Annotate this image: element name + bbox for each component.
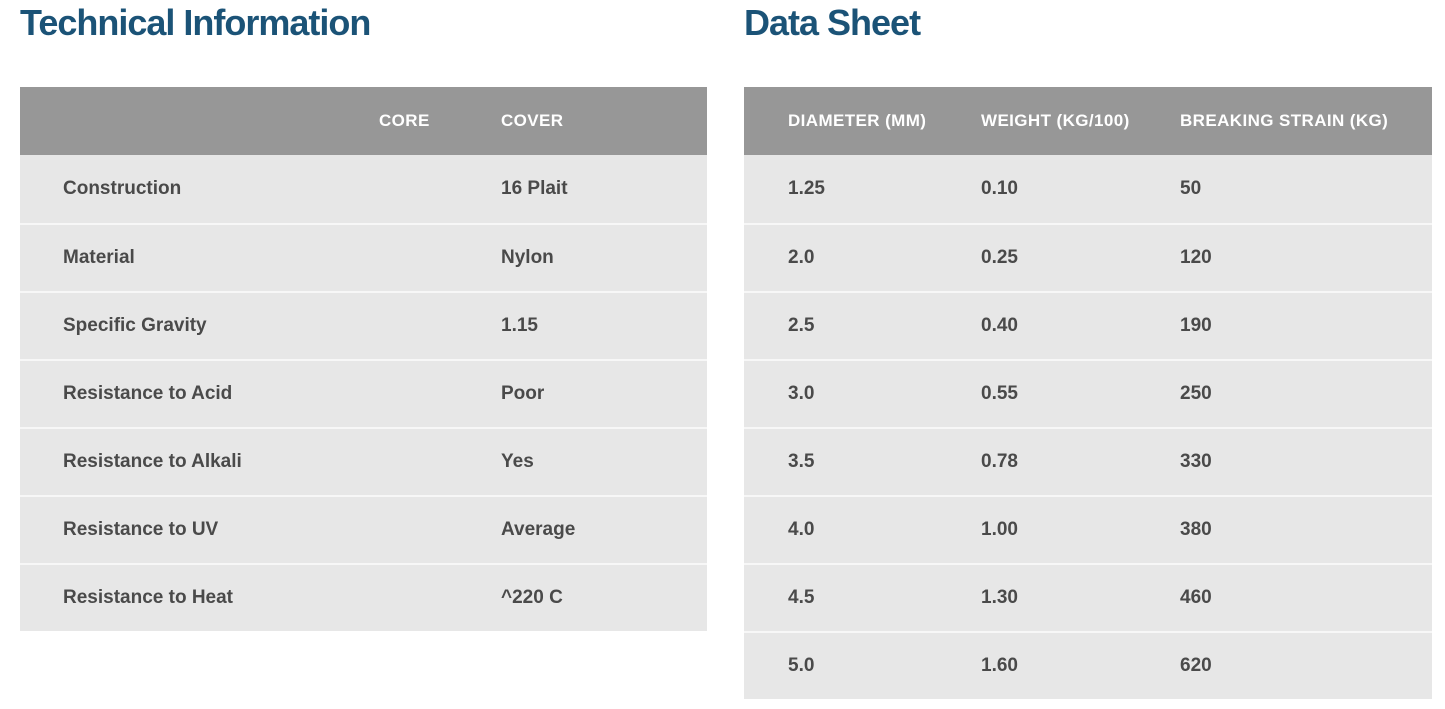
property-cell: Resistance to UV	[63, 519, 219, 540]
table-row: Resistance to Alkali Yes	[20, 427, 707, 495]
table-row: Resistance to UV Average	[20, 495, 707, 563]
table-body: 1.25 0.10 50 2.0 0.25 120 2.5 0.40 190 3.0 0.55 250…	[744, 155, 1432, 699]
column-header-breaking-strain: BREAKING STRAIN (KG)	[1180, 111, 1389, 130]
diameter-cell: 5.0	[788, 655, 815, 676]
weight-cell: 1.30	[981, 587, 1018, 608]
breaking-strain-cell: 190	[1180, 315, 1212, 336]
data-sheet-table: DIAMETER (MM) WEIGHT (KG/100) BREAKING S…	[744, 87, 1432, 699]
column-header-core: CORE	[379, 111, 430, 130]
table-body: Construction 16 Plait Material Nylon Specifi…	[20, 155, 707, 631]
column-header-cover: COVER	[501, 111, 564, 130]
table-row: 3.0 0.55 250	[744, 359, 1432, 427]
table-row: Material Nylon	[20, 223, 707, 291]
table-row: 2.0 0.25 120	[744, 223, 1432, 291]
technical-information-title: Technical Information	[20, 2, 371, 43]
diameter-cell: 1.25	[788, 178, 825, 199]
cover-cell: Average	[501, 519, 576, 540]
weight-cell: 0.40	[981, 315, 1018, 336]
table-row: 5.0 1.60 620	[744, 631, 1432, 699]
breaking-strain-cell: 50	[1180, 178, 1202, 199]
diameter-cell: 4.0	[788, 519, 815, 540]
property-cell: Material	[63, 247, 135, 268]
breaking-strain-cell: 120	[1180, 247, 1212, 268]
data-sheet-title: Data Sheet	[744, 2, 921, 43]
diameter-cell: 2.0	[788, 247, 815, 268]
cover-cell: Yes	[501, 451, 534, 472]
diameter-cell: 2.5	[788, 315, 815, 336]
breaking-strain-cell: 380	[1180, 519, 1212, 540]
cover-cell: 16 Plait	[501, 178, 568, 199]
table-row: 3.5 0.78 330	[744, 427, 1432, 495]
breaking-strain-cell: 250	[1180, 383, 1212, 404]
diameter-cell: 3.5	[788, 451, 815, 472]
cover-cell: Nylon	[501, 247, 554, 268]
table-row: 2.5 0.40 190	[744, 291, 1432, 359]
technical-information-table: CORE COVER Construction 16 Plait Material N…	[20, 87, 707, 631]
diameter-cell: 4.5	[788, 587, 815, 608]
technical-information-section: Technical Information CORE COVER Constru…	[20, 0, 707, 631]
table-row: 4.5 1.30 460	[744, 563, 1432, 631]
weight-cell: 0.25	[981, 247, 1018, 268]
weight-cell: 1.60	[981, 655, 1018, 676]
breaking-strain-cell: 620	[1180, 655, 1212, 676]
weight-cell: 0.55	[981, 383, 1018, 404]
table-row: Resistance to Acid Poor	[20, 359, 707, 427]
table-row: Specific Gravity 1.15	[20, 291, 707, 359]
property-cell: Resistance to Alkali	[63, 451, 242, 472]
column-header-weight: WEIGHT (KG/100)	[981, 111, 1130, 130]
property-cell: Resistance to Heat	[63, 587, 234, 608]
table-header-row: CORE COVER	[20, 87, 707, 155]
cover-cell: ^220 C	[501, 587, 563, 608]
table-row: Construction 16 Plait	[20, 155, 707, 223]
table-header-row: DIAMETER (MM) WEIGHT (KG/100) BREAKING S…	[744, 87, 1432, 155]
weight-cell: 0.78	[981, 451, 1018, 472]
breaking-strain-cell: 460	[1180, 587, 1212, 608]
property-cell: Specific Gravity	[63, 315, 207, 336]
table-row: 4.0 1.00 380	[744, 495, 1432, 563]
breaking-strain-cell: 330	[1180, 451, 1212, 472]
column-header-diameter: DIAMETER (MM)	[788, 111, 927, 130]
cover-cell: 1.15	[501, 315, 538, 336]
data-sheet-section: Data Sheet DIAMETER (MM) WEIGHT (KG/100)…	[744, 0, 1432, 699]
property-cell: Construction	[63, 178, 182, 199]
table-row: Resistance to Heat ^220 C	[20, 563, 707, 631]
weight-cell: 1.00	[981, 519, 1018, 540]
table-row: 1.25 0.10 50	[744, 155, 1432, 223]
diameter-cell: 3.0	[788, 383, 815, 404]
weight-cell: 0.10	[981, 178, 1018, 199]
cover-cell: Poor	[501, 383, 545, 404]
property-cell: Resistance to Acid	[63, 383, 233, 404]
